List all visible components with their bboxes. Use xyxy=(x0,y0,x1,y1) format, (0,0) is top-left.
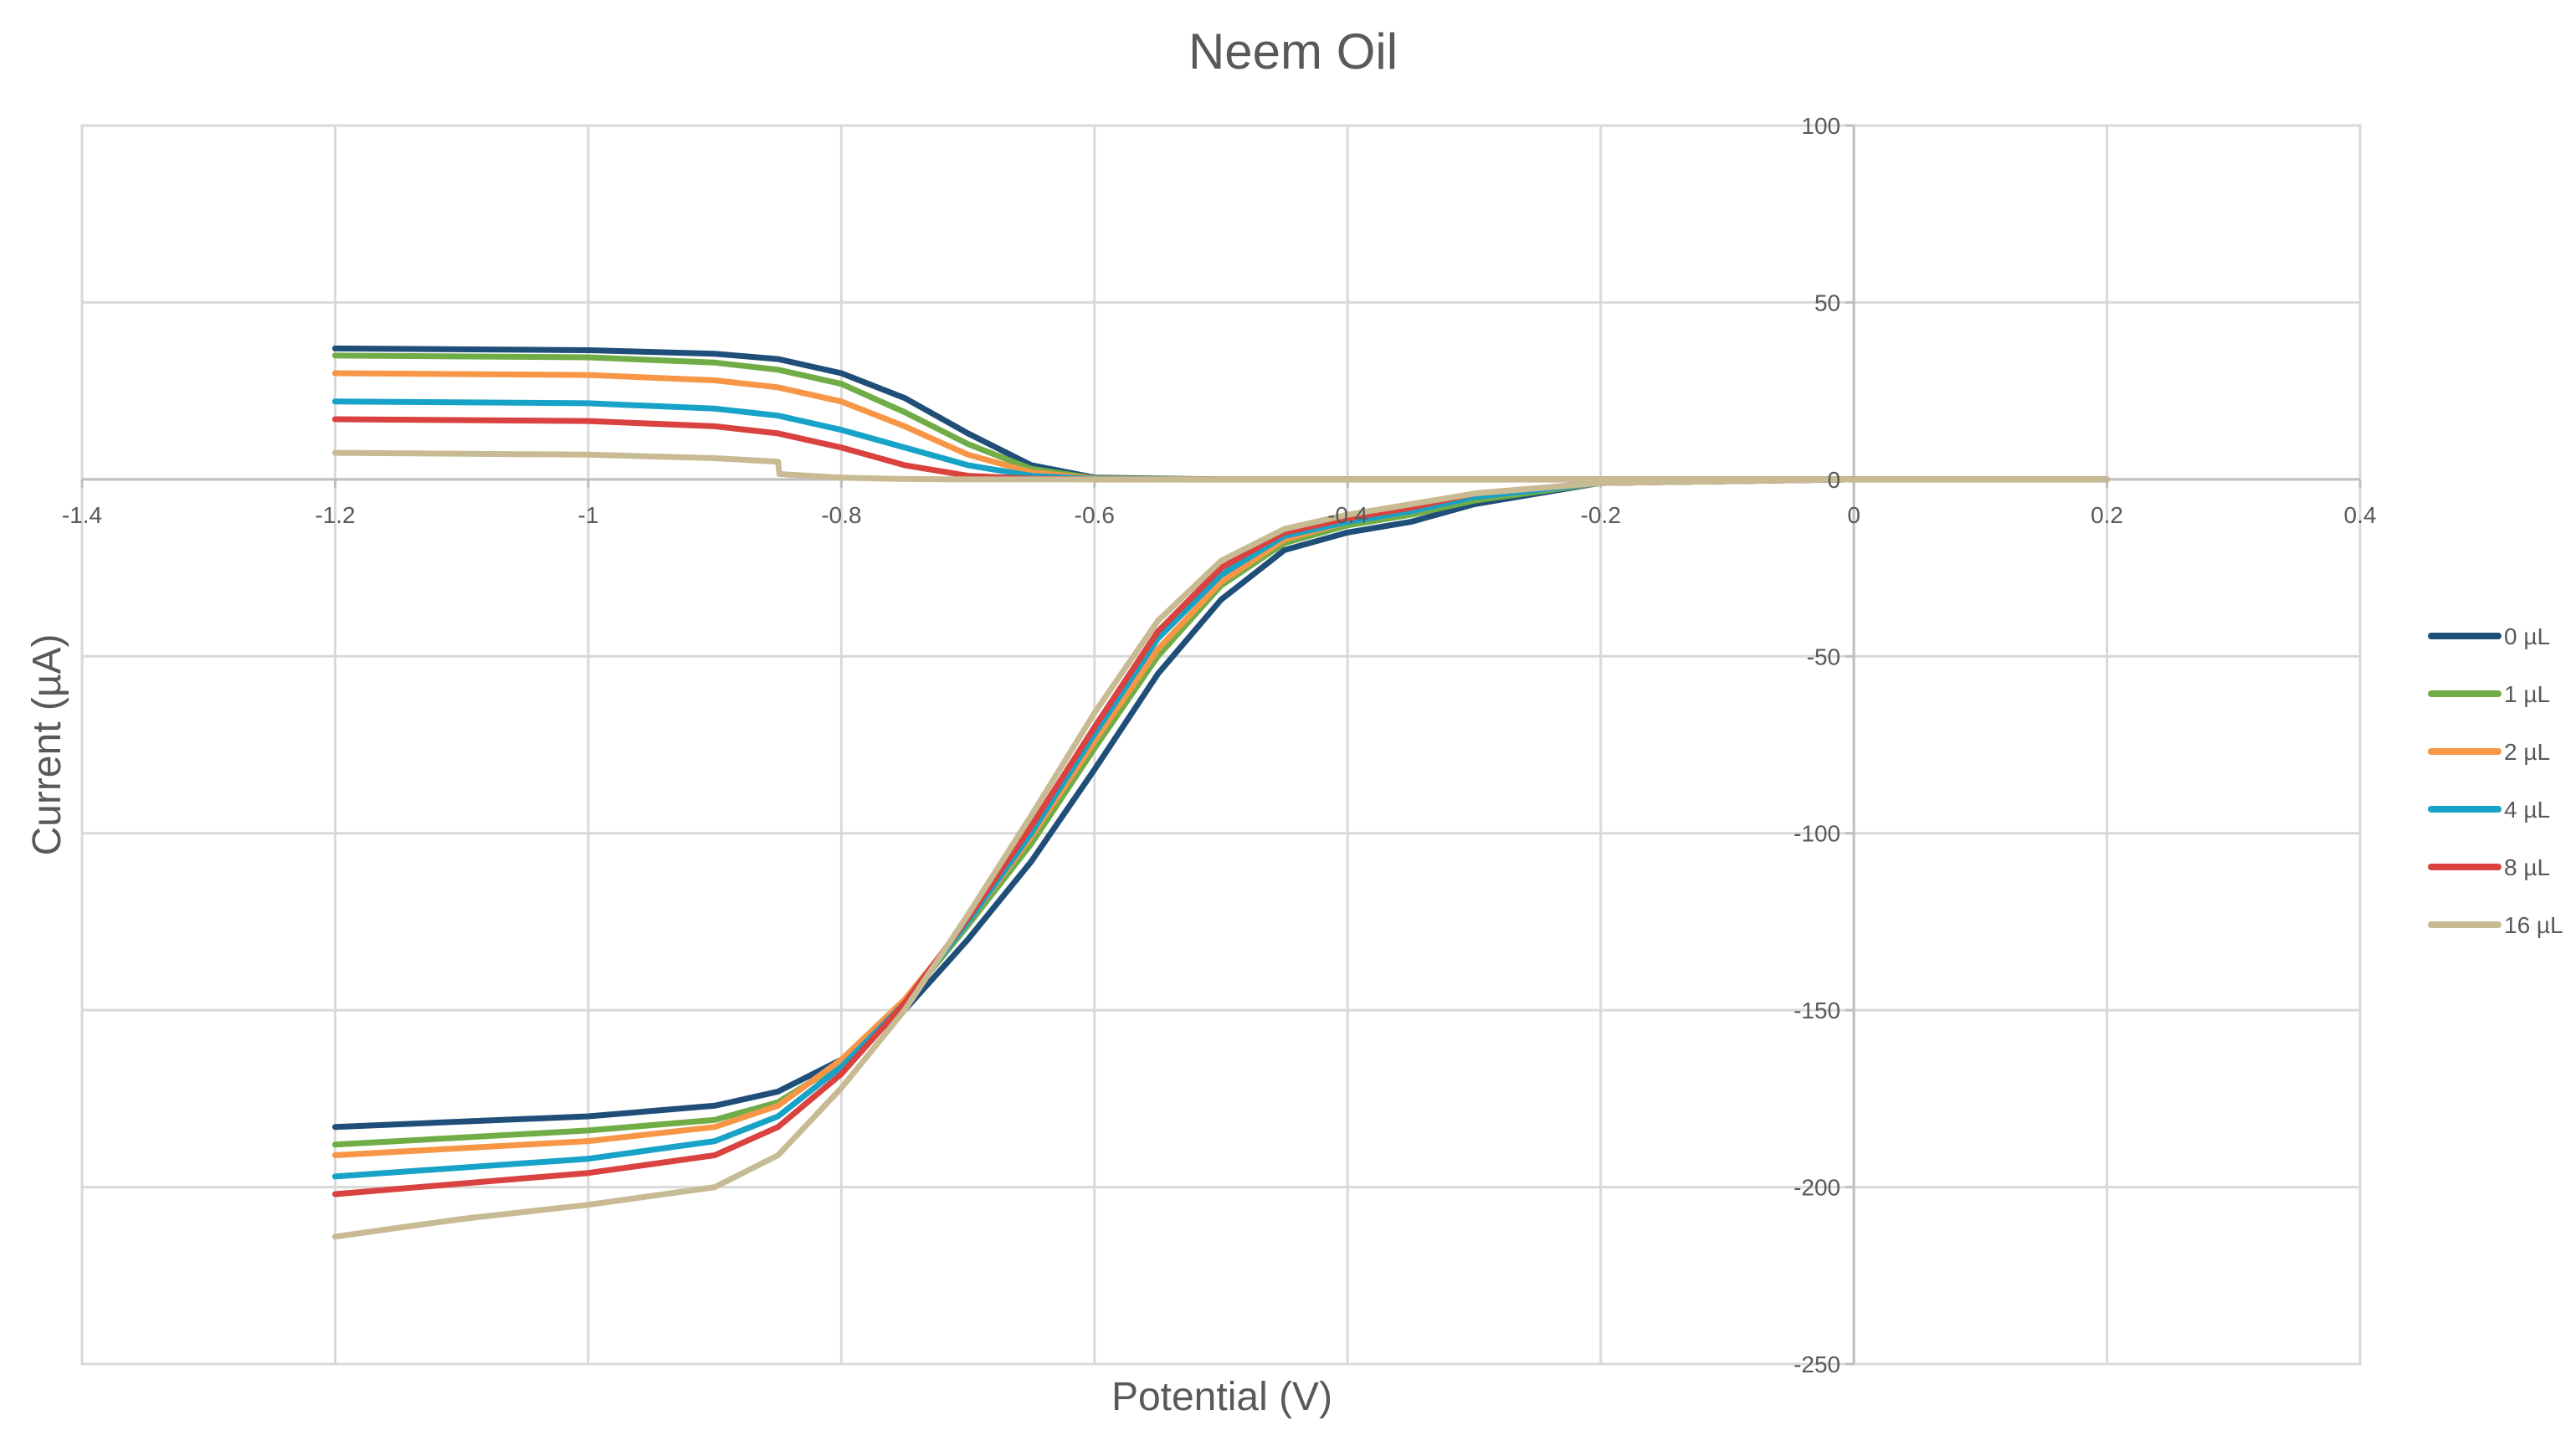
y-tick-label: 50 xyxy=(1814,290,1840,315)
x-tick-label: 0.4 xyxy=(2344,502,2377,528)
x-tick-label: -0.8 xyxy=(821,502,861,528)
x-tick-label: -0.2 xyxy=(1581,502,1621,528)
y-tick-label: -50 xyxy=(1807,644,1840,669)
y-axis-label: Current (µA) xyxy=(25,633,69,855)
legend-label: 1 µL xyxy=(2504,681,2550,707)
x-tick-label: -1.2 xyxy=(315,502,355,528)
y-tick-label: -200 xyxy=(1793,1175,1840,1201)
y-tick-label: 100 xyxy=(1801,113,1840,139)
chart-title: Neem Oil xyxy=(1188,23,1398,79)
legend-label: 8 µL xyxy=(2504,854,2550,880)
legend-label: 2 µL xyxy=(2504,739,2550,765)
x-tick-label: -1 xyxy=(577,502,598,528)
x-tick-label: -0.6 xyxy=(1075,502,1115,528)
x-tick-label: -0.4 xyxy=(1327,502,1368,528)
series-16-uL xyxy=(331,449,2111,1240)
y-tick-label: -100 xyxy=(1793,821,1840,847)
x-tick-label: 0 xyxy=(1847,502,1860,528)
y-axis-ticks: 100 50 0 -50 -100 -150 -200 -250 xyxy=(1793,113,1840,1377)
series-layer xyxy=(331,345,2111,1240)
legend: 0 µL 1 µL 2 µL 4 µL 8 µL 16 µL xyxy=(2428,623,2563,938)
plot-area-frame xyxy=(80,124,2362,1366)
legend-label: 0 µL xyxy=(2504,623,2550,649)
series-line xyxy=(331,449,2111,1240)
x-tick-label: -1.4 xyxy=(62,502,102,528)
y-tick-label: -250 xyxy=(1793,1351,1840,1377)
x-axis-label: Potential (V) xyxy=(1111,1375,1332,1419)
legend-label: 16 µL xyxy=(2504,912,2563,938)
y-tick-label: 0 xyxy=(1828,467,1841,493)
y-tick-label: -150 xyxy=(1793,998,1840,1023)
x-axis-ticks: -1.4 -1.2 -1 -0.8 -0.6 -0.4 -0.2 0 0.2 0.4 xyxy=(62,502,2377,528)
legend-label: 4 µL xyxy=(2504,797,2550,823)
x-tick-label: 0.2 xyxy=(2091,502,2123,528)
